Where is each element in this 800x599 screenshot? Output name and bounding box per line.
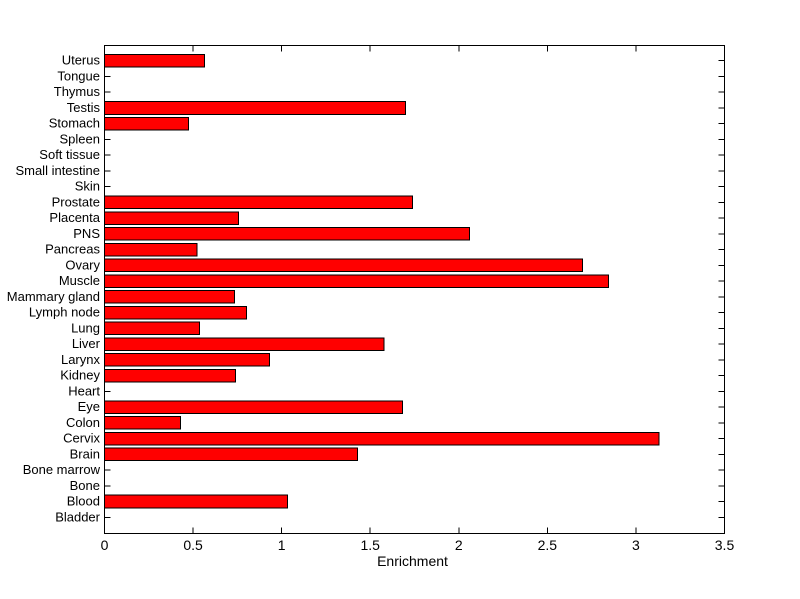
svg-text:Uterus: Uterus xyxy=(62,53,101,68)
svg-text:Thymus: Thymus xyxy=(54,84,101,99)
svg-text:Soft tissue: Soft tissue xyxy=(39,147,100,162)
svg-text:Muscle: Muscle xyxy=(59,273,100,288)
svg-text:Cervix: Cervix xyxy=(63,431,100,446)
svg-text:2: 2 xyxy=(455,537,463,553)
svg-text:0.5: 0.5 xyxy=(183,537,203,553)
svg-text:Brain: Brain xyxy=(70,446,100,461)
svg-text:Stomach: Stomach xyxy=(49,116,100,131)
svg-text:0: 0 xyxy=(101,537,109,553)
svg-text:Bladder: Bladder xyxy=(55,509,100,524)
svg-text:1.5: 1.5 xyxy=(360,537,380,553)
svg-text:Ovary: Ovary xyxy=(65,257,100,272)
svg-text:Placenta: Placenta xyxy=(49,210,100,225)
svg-text:3.5: 3.5 xyxy=(715,537,735,553)
svg-text:Mammary gland: Mammary gland xyxy=(7,289,100,304)
svg-text:PNS: PNS xyxy=(73,226,100,241)
svg-text:Lung: Lung xyxy=(71,320,100,335)
svg-text:Pancreas: Pancreas xyxy=(45,242,100,257)
svg-text:Kidney: Kidney xyxy=(60,368,100,383)
svg-text:3: 3 xyxy=(632,537,640,553)
svg-text:Heart: Heart xyxy=(68,383,100,398)
svg-text:Spleen: Spleen xyxy=(60,131,100,146)
svg-text:Enrichment: Enrichment xyxy=(377,553,448,569)
svg-text:1: 1 xyxy=(278,537,286,553)
svg-text:Testis: Testis xyxy=(67,100,101,115)
svg-text:Small intestine: Small intestine xyxy=(15,163,100,178)
svg-text:Skin: Skin xyxy=(75,179,100,194)
svg-text:Bone: Bone xyxy=(70,478,100,493)
svg-text:Larynx: Larynx xyxy=(61,352,101,367)
svg-text:Lymph node: Lymph node xyxy=(29,305,100,320)
svg-text:Prostate: Prostate xyxy=(52,194,100,209)
svg-text:Liver: Liver xyxy=(72,336,101,351)
svg-text:Eye: Eye xyxy=(78,399,100,414)
svg-text:2.5: 2.5 xyxy=(538,537,558,553)
svg-text:Colon: Colon xyxy=(66,415,100,430)
svg-text:Bone marrow: Bone marrow xyxy=(23,462,101,477)
svg-text:Blood: Blood xyxy=(67,494,100,509)
svg-text:Tongue: Tongue xyxy=(57,68,100,83)
